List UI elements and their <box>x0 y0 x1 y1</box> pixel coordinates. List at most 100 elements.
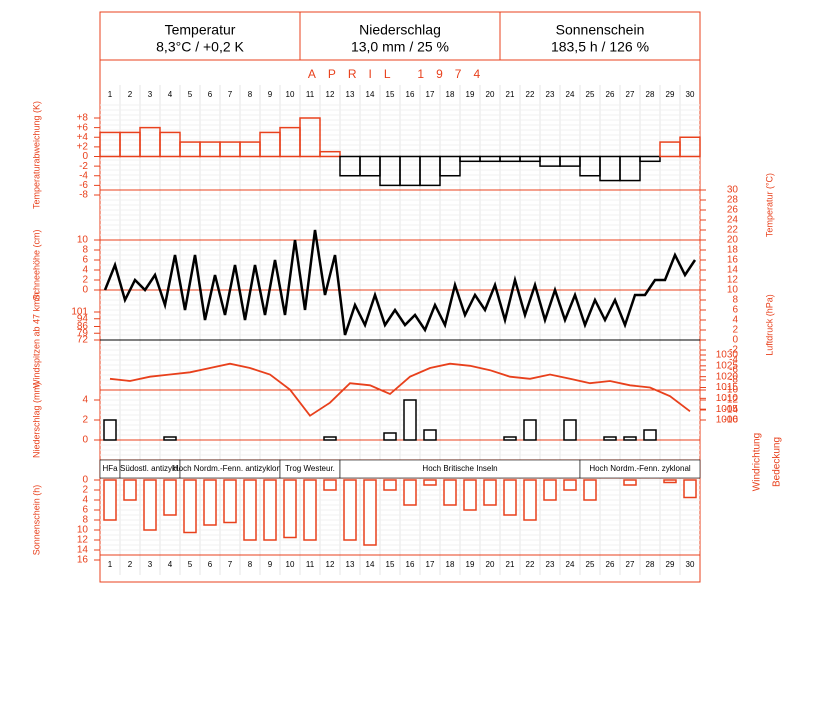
day-label: 18 <box>446 560 455 569</box>
y-axis-label: Sonnenschein (h) <box>31 485 41 556</box>
y-tick-label: -8 <box>729 375 738 386</box>
day-label: 16 <box>406 560 415 569</box>
day-label: 25 <box>586 90 595 99</box>
bar <box>343 479 357 541</box>
bar <box>363 479 377 546</box>
day-label: 4 <box>168 560 173 569</box>
bar <box>203 479 217 526</box>
bar <box>283 479 297 539</box>
y-tick-label: 2 <box>82 485 88 496</box>
day-label: 3 <box>148 560 153 569</box>
day-label: 26 <box>606 560 615 569</box>
deviation-bar <box>519 155 541 163</box>
day-label: 2 <box>128 560 133 569</box>
y-axis-label: Windspitzen ab 47 km/h <box>31 292 41 388</box>
day-label: 17 <box>426 90 435 99</box>
y-tick-label: 1000 <box>716 415 739 426</box>
day-label: 27 <box>626 90 635 99</box>
y-tick-label: -12 <box>724 395 739 406</box>
day-label: 28 <box>646 90 655 99</box>
bar <box>183 479 197 534</box>
line <box>103 229 697 336</box>
deviation-bar <box>459 155 481 163</box>
y-tick-label: 1015 <box>716 382 739 393</box>
deviation-bar <box>479 155 501 163</box>
bar <box>103 479 117 521</box>
y-tick-label: 0 <box>82 151 88 162</box>
deviation-bar <box>199 141 221 158</box>
bar <box>663 479 677 484</box>
deviation-bar <box>379 155 401 187</box>
day-label: 3 <box>148 90 153 99</box>
y-tick-label: 10 <box>77 235 89 246</box>
y-tick-label: 2 <box>82 415 88 426</box>
y-tick-label: 1020 <box>716 371 739 382</box>
day-label: 9 <box>268 560 273 569</box>
bar <box>543 479 557 501</box>
day-label: 24 <box>566 90 575 99</box>
day-label: 23 <box>546 560 555 569</box>
header-value: 183,5 h / 126 % <box>551 39 649 55</box>
bar <box>323 436 337 441</box>
y-tick-label: -6 <box>79 180 88 191</box>
day-label: 9 <box>268 90 273 99</box>
day-label: 22 <box>526 90 535 99</box>
y-tick-label: +8 <box>77 113 89 124</box>
weather-type: Südostl. antizykl. <box>120 464 180 473</box>
day-label: 27 <box>626 560 635 569</box>
day-label: 19 <box>466 90 475 99</box>
deviation-bar <box>299 117 321 158</box>
day-label: 29 <box>666 90 675 99</box>
header-value: 8,3°C / +0,2 K <box>156 39 244 55</box>
weather-type: HFa <box>102 464 118 473</box>
deviation-bar <box>239 141 261 158</box>
weather-type: Hoch Nordm.-Fenn. zyklonal <box>589 464 691 473</box>
y-tick-label: 1010 <box>716 393 739 404</box>
day-label: 19 <box>466 560 475 569</box>
y-tick-label: 94 <box>77 313 89 324</box>
deviation-bar <box>99 131 121 158</box>
y-tick-label: 8 <box>732 295 738 306</box>
y-tick-label: 1025 <box>716 360 739 371</box>
bar <box>563 479 577 491</box>
y-tick-label: -2 <box>729 345 738 356</box>
y-tick-label: 6 <box>82 255 88 266</box>
y-tick-label: -4 <box>729 355 738 366</box>
deviation-bar <box>659 141 681 158</box>
y-tick-label: 4 <box>732 315 738 326</box>
side-label: Windrichtung <box>752 433 763 491</box>
y-axis-label: Schneehöhe (cm) <box>31 229 41 300</box>
bar <box>403 399 417 441</box>
day-label: 17 <box>426 560 435 569</box>
day-label: 30 <box>686 560 695 569</box>
day-label: 12 <box>326 560 335 569</box>
deviation-bar <box>619 155 641 182</box>
header-label: Temperatur <box>165 22 236 38</box>
deviation-bar <box>139 126 161 158</box>
bar <box>563 419 577 441</box>
deviation-bar <box>499 155 521 163</box>
day-label: 10 <box>286 560 295 569</box>
deviation-bar <box>359 155 381 177</box>
deviation-bar <box>159 131 181 158</box>
bar <box>423 479 437 486</box>
y-axis-label: Niederschlag (mm) <box>31 382 41 458</box>
day-label: 8 <box>248 90 253 99</box>
day-label: 8 <box>248 560 253 569</box>
deviation-bar <box>639 155 661 163</box>
day-label: 28 <box>646 560 655 569</box>
bar <box>623 436 637 441</box>
y-tick-label: -14 <box>724 405 739 416</box>
y-tick-label: -2 <box>79 161 88 172</box>
day-label: 21 <box>506 90 515 99</box>
y-axis-label: Temperatur (°C) <box>764 173 774 237</box>
bar <box>243 479 257 541</box>
day-label: 21 <box>506 560 515 569</box>
y-tick-label: 79 <box>77 328 89 339</box>
deviation-bar <box>319 150 341 158</box>
bar <box>323 479 337 491</box>
y-tick-label: 14 <box>77 545 89 556</box>
y-tick-label: -10 <box>724 385 739 396</box>
frame <box>99 11 701 583</box>
deviation-bar <box>219 141 241 158</box>
